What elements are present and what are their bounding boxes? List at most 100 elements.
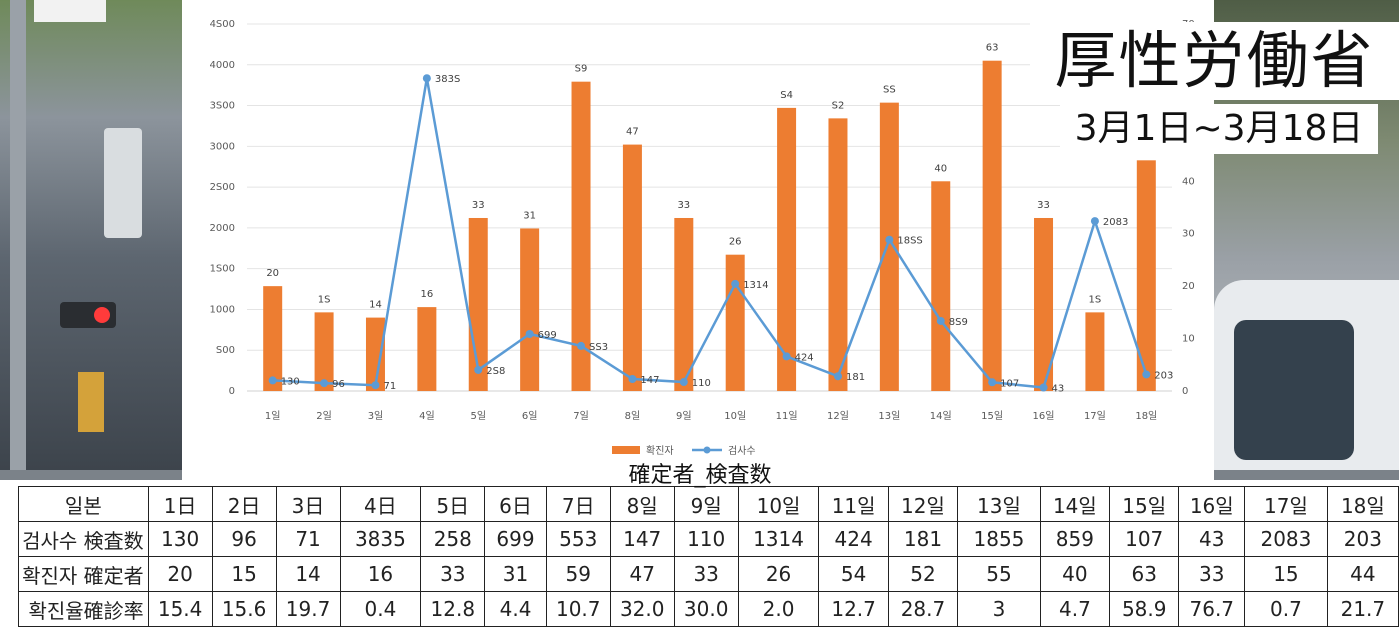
red-light-icon <box>94 307 110 323</box>
x-tick-label: 2일 <box>316 410 332 422</box>
x-tick-label: 5일 <box>470 410 486 422</box>
table-column-header: 14일 <box>1039 486 1111 522</box>
table-cell: 130 <box>147 521 213 557</box>
bar-data-label: 14 <box>369 300 382 311</box>
shop-sign <box>78 372 104 432</box>
table-cell: 15.4 <box>147 591 213 627</box>
table-cell: 33 <box>1178 556 1246 592</box>
bar-data-label: 20 <box>266 268 279 279</box>
line-point <box>1090 217 1099 226</box>
ministry-title: 厚性労働省 <box>1030 22 1399 100</box>
line-point <box>371 381 380 390</box>
table-cell: 0.7 <box>1244 591 1328 627</box>
line-data-label: 110 <box>692 378 711 389</box>
table-column-header: 2日 <box>211 486 277 522</box>
line-data-label: 699 <box>538 330 557 341</box>
table-cell: 15 <box>211 556 277 592</box>
bar-data-label: 40 <box>934 163 947 174</box>
table-row: 확진율確診率 15.4 15.6 19.7 0.4 12.8 4.4 10.7 32.0 30.0… <box>18 591 1399 627</box>
table-cell: 32.0 <box>609 591 675 627</box>
line-data-label: 203 <box>1154 370 1173 381</box>
legend-swatch-bar <box>612 446 640 454</box>
left-axis-tick-label: 4S00 <box>210 19 235 30</box>
table-cell: 10.7 <box>545 591 611 627</box>
table-cell: 59 <box>545 556 611 592</box>
table-column-header: 15일 <box>1109 486 1180 522</box>
table-cell: 15.6 <box>211 591 277 627</box>
line-data-label: 130 <box>281 376 300 387</box>
bar-확진자 <box>1136 160 1156 391</box>
table-column-header: 5日 <box>420 486 486 522</box>
x-tick-label: 14일 <box>930 410 952 422</box>
left-axis-tick-label: 1000 <box>210 304 235 315</box>
table-cell: 147 <box>609 521 675 557</box>
table-header-row: 일본 1日 2日 3日 4日 5日 6日 7日 8일 9일 10일 11일 12일 13일 14일 15일 16… <box>18 486 1399 522</box>
bar-확진자 <box>828 118 848 391</box>
line-data-label: 2083 <box>1103 217 1128 228</box>
table-cell: 43 <box>1178 521 1246 557</box>
table-cell: 553 <box>545 521 611 557</box>
left-axis-tick-label: 2000 <box>210 223 235 234</box>
line-point <box>1142 370 1151 379</box>
table-column-header: 6日 <box>484 486 547 522</box>
table-cell: 181 <box>887 521 959 557</box>
bar-data-label: 31 <box>523 210 536 221</box>
left-axis-tick-label: 4000 <box>210 60 235 71</box>
table-cell: 33 <box>420 556 486 592</box>
line-point <box>988 378 997 387</box>
bar-data-label: 33 <box>1037 200 1050 211</box>
table-column-header: 10일 <box>737 486 820 522</box>
line-검사수 <box>272 78 1148 389</box>
left-axis-tick-label: 1S00 <box>210 264 235 275</box>
legend-swatch-point <box>703 446 711 454</box>
x-tick-label: 10일 <box>724 410 746 422</box>
date-range-label: 3月1日~3月18日 <box>1060 104 1378 154</box>
table-cell: 12.8 <box>420 591 486 627</box>
table-cell: 19.7 <box>275 591 341 627</box>
street-sign <box>34 0 106 22</box>
table-column-header: 13일 <box>957 486 1041 522</box>
line-data-label: 1314 <box>743 280 768 291</box>
table-cell: 1855 <box>957 521 1041 557</box>
line-point <box>525 329 534 338</box>
table-column-header: 7日 <box>545 486 611 522</box>
line-point <box>885 235 894 244</box>
legend-label: 확진자 <box>646 445 674 457</box>
bar-확진자 <box>1034 217 1054 391</box>
left-axis-tick-label: 3000 <box>210 141 235 152</box>
table-cell: 40 <box>1039 556 1111 592</box>
bar-확진자 <box>417 307 437 391</box>
table-column-header: 12일 <box>887 486 959 522</box>
line-data-label: 43 <box>1052 383 1065 394</box>
line-data-label: 8S9 <box>949 317 968 328</box>
table-row-header: 확진자 確定者 <box>18 556 149 592</box>
bar-data-label: S2 <box>832 100 845 111</box>
table-column-header: 17일 <box>1244 486 1328 522</box>
table-cell: 63 <box>1109 556 1180 592</box>
table-row-header: 검사수 検査数 <box>18 521 149 557</box>
table-cell: 1314 <box>737 521 820 557</box>
line-point <box>628 375 637 384</box>
bar-확진자 <box>777 107 797 391</box>
line-data-label: 2S8 <box>486 366 505 377</box>
bar-확진자 <box>879 102 899 392</box>
x-tick-label: 7일 <box>573 410 589 422</box>
table-column-header: 3日 <box>275 486 341 522</box>
line-data-label: 383S <box>435 74 460 85</box>
x-tick-label: 9일 <box>676 410 692 422</box>
table-row: 확진자 確定者 20 15 14 16 33 31 59 47 33 26 54 52 55 40 63 33 1… <box>18 556 1399 592</box>
x-tick-label: 3일 <box>368 410 384 422</box>
table-cell: 55 <box>957 556 1041 592</box>
bar-확진자 <box>622 144 642 391</box>
table-cell: 47 <box>609 556 675 592</box>
table-column-header: 11일 <box>818 486 889 522</box>
table-cell: 44 <box>1326 556 1399 592</box>
line-point <box>731 279 740 288</box>
table-cell: 20 <box>147 556 213 592</box>
table-cell: 15 <box>1244 556 1328 592</box>
table-column-header: 9일 <box>673 486 739 522</box>
table-cell: 54 <box>818 556 889 592</box>
right-axis-tick-label: 40 <box>1182 176 1195 187</box>
table-cell: 0.4 <box>339 591 422 627</box>
table-cell: 424 <box>818 521 889 557</box>
